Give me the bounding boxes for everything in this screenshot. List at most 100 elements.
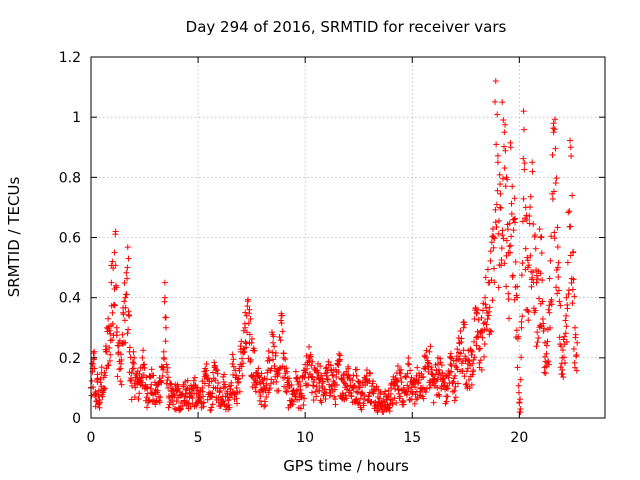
- data-point: [535, 295, 542, 302]
- data-point: [493, 224, 500, 231]
- data-point: [455, 335, 462, 342]
- data-point: [512, 215, 519, 222]
- data-point: [489, 297, 496, 304]
- data-point: [248, 335, 255, 342]
- data-point: [507, 242, 514, 249]
- data-point: [518, 324, 525, 331]
- data-point: [101, 369, 108, 376]
- data-point: [510, 216, 517, 223]
- data-point: [567, 223, 574, 230]
- data-point: [573, 367, 580, 374]
- data-point: [513, 292, 520, 299]
- data-point: [529, 168, 536, 175]
- data-point: [236, 388, 243, 395]
- data-point: [471, 338, 478, 345]
- data-point: [217, 385, 224, 392]
- data-point: [493, 141, 500, 148]
- data-point: [126, 369, 133, 376]
- data-point: [494, 152, 501, 159]
- data-point: [492, 206, 499, 213]
- data-point: [461, 321, 468, 328]
- data-point: [529, 274, 536, 281]
- data-point: [551, 235, 558, 242]
- data-point: [414, 364, 421, 371]
- data-point: [301, 374, 308, 381]
- data-point: [325, 376, 332, 383]
- data-point: [205, 382, 212, 389]
- data-point: [500, 117, 507, 124]
- data-point: [426, 384, 433, 391]
- data-point: [91, 348, 98, 355]
- data-point: [108, 279, 115, 286]
- data-point: [350, 372, 357, 379]
- data-point: [562, 359, 569, 366]
- data-point: [530, 221, 537, 228]
- data-point: [514, 364, 521, 371]
- data-point: [466, 376, 473, 383]
- data-point: [559, 347, 566, 354]
- data-point: [503, 252, 510, 259]
- data-point: [229, 360, 236, 367]
- data-point: [105, 315, 112, 322]
- data-point: [554, 224, 561, 231]
- data-point: [368, 383, 375, 390]
- data-point: [555, 274, 562, 281]
- data-point: [111, 249, 118, 256]
- data-point: [527, 193, 534, 200]
- data-point: [283, 389, 290, 396]
- data-point: [328, 383, 335, 390]
- data-point: [209, 390, 216, 397]
- data-point: [335, 362, 342, 369]
- data-point: [265, 354, 272, 361]
- data-point: [209, 401, 216, 408]
- data-point: [451, 375, 458, 382]
- data-point: [161, 356, 168, 363]
- data-point: [455, 356, 462, 363]
- data-point: [300, 401, 307, 408]
- data-point: [407, 367, 414, 374]
- data-point: [457, 328, 464, 335]
- data-point: [454, 346, 461, 353]
- data-point: [148, 366, 155, 373]
- data-point: [240, 360, 247, 367]
- data-point: [211, 362, 218, 369]
- data-point: [521, 166, 528, 173]
- data-point: [280, 350, 287, 357]
- data-point: [498, 245, 505, 252]
- data-point: [308, 389, 315, 396]
- data-point: [503, 283, 510, 290]
- data-point: [565, 209, 572, 216]
- data-point: [310, 382, 317, 389]
- data-point: [353, 372, 360, 379]
- y-tick-label: 1.2: [59, 50, 81, 66]
- x-tick-label: 10: [296, 430, 314, 446]
- data-point: [130, 359, 137, 366]
- data-point: [309, 358, 316, 365]
- data-point: [165, 404, 172, 411]
- data-point: [329, 372, 336, 379]
- data-point: [184, 377, 191, 384]
- data-point: [532, 245, 539, 252]
- data-point: [404, 360, 411, 367]
- data-point: [562, 330, 569, 337]
- data-point: [318, 383, 325, 390]
- data-point: [534, 276, 541, 283]
- data-point: [206, 389, 213, 396]
- data-point: [547, 257, 554, 264]
- data-point: [345, 373, 352, 380]
- data-point: [314, 367, 321, 374]
- data-point: [263, 382, 270, 389]
- data-point: [543, 350, 550, 357]
- data-point: [269, 349, 276, 356]
- data-point: [568, 153, 575, 160]
- data-point: [224, 388, 231, 395]
- data-point: [241, 348, 248, 355]
- data-point: [452, 394, 459, 401]
- data-point: [171, 392, 178, 399]
- data-point: [495, 284, 502, 291]
- data-point: [130, 365, 137, 372]
- data-point: [241, 320, 248, 327]
- data-point: [338, 375, 345, 382]
- data-point: [305, 357, 312, 364]
- data-point: [363, 372, 370, 379]
